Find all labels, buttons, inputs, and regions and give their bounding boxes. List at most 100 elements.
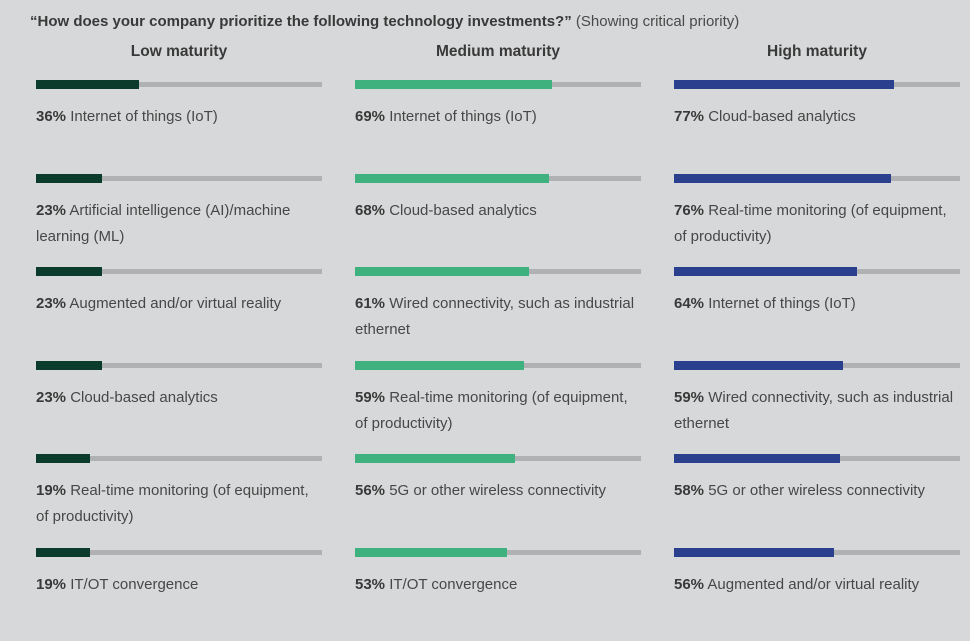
progress-bar [36, 267, 322, 276]
tech-item-pct: 59% [674, 389, 704, 406]
column-header-high: High maturity [674, 43, 960, 61]
tech-item-label: 53% IT/OT convergence [355, 572, 641, 598]
progress-bar-fill [36, 361, 102, 370]
tech-item-row: 59% Real-time monitoring (of equipment, … [355, 361, 641, 455]
tech-item-pct: 36% [36, 108, 66, 125]
progress-bar-fill [355, 174, 549, 183]
tech-item-row: 23% Cloud-based analytics [36, 361, 322, 455]
progress-bar [674, 548, 960, 557]
column-high-maturity: High maturity 77% Cloud-based analytics … [674, 43, 960, 641]
tech-item-pct: 23% [36, 295, 66, 312]
tech-item-label: 59% Wired connectivity, such as industri… [674, 385, 960, 437]
progress-bar [36, 548, 322, 557]
progress-bar [674, 454, 960, 463]
tech-item-row: 19% Real-time monitoring (of equipment, … [36, 454, 322, 548]
tech-item-pct: 53% [355, 576, 385, 593]
column-header-low: Low maturity [36, 43, 322, 61]
tech-item-label: 56% 5G or other wireless connectivity [355, 478, 641, 504]
progress-bar-fill [355, 267, 529, 276]
progress-bar-fill [36, 454, 90, 463]
progress-bar-fill [355, 548, 507, 557]
maturity-columns: Low maturity 36% Internet of things (IoT… [36, 43, 960, 641]
tech-item-label: 77% Cloud-based analytics [674, 104, 960, 130]
progress-bar-fill [355, 361, 524, 370]
progress-bar [674, 361, 960, 370]
tech-item-pct: 19% [36, 482, 66, 499]
progress-bar [355, 80, 641, 89]
tech-item-label: 64% Internet of things (IoT) [674, 291, 960, 317]
progress-bar [36, 174, 322, 183]
progress-bar-fill [355, 454, 515, 463]
progress-bar-fill [36, 80, 139, 89]
tech-item-label: 19% IT/OT convergence [36, 572, 322, 598]
tech-item-label: 36% Internet of things (IoT) [36, 104, 322, 130]
progress-bar [36, 454, 322, 463]
tech-item-row: 69% Internet of things (IoT) [355, 80, 641, 174]
tech-item-row: 59% Wired connectivity, such as industri… [674, 361, 960, 455]
tech-item-pct: 56% [674, 576, 704, 593]
chart-title-question: “How does your company prioritize the fo… [30, 13, 572, 30]
progress-bar [355, 174, 641, 183]
tech-item-row: 76% Real-time monitoring (of equipment, … [674, 174, 960, 268]
tech-item-pct: 64% [674, 295, 704, 312]
progress-bar-fill [36, 267, 102, 276]
column-low-maturity: Low maturity 36% Internet of things (IoT… [36, 43, 322, 641]
tech-item-pct: 69% [355, 108, 385, 125]
tech-item-label: 59% Real-time monitoring (of equipment, … [355, 385, 641, 437]
tech-item-row: 58% 5G or other wireless connectivity [674, 454, 960, 548]
tech-item-label: 56% Augmented and/or virtual reality [674, 572, 960, 598]
tech-item-label: 61% Wired connectivity, such as industri… [355, 291, 641, 343]
progress-bar [674, 267, 960, 276]
tech-item-label: 23% Artificial intelligence (AI)/machine… [36, 198, 322, 250]
tech-item-label: 19% Real-time monitoring (of equipment, … [36, 478, 322, 530]
tech-item-pct: 23% [36, 389, 66, 406]
tech-item-pct: 58% [674, 482, 704, 499]
tech-item-row: 36% Internet of things (IoT) [36, 80, 322, 174]
progress-bar-fill [36, 174, 102, 183]
tech-item-label: 69% Internet of things (IoT) [355, 104, 641, 130]
progress-bar [355, 548, 641, 557]
tech-item-row: 19% IT/OT convergence [36, 548, 322, 641]
progress-bar-fill [674, 267, 857, 276]
tech-item-row: 56% 5G or other wireless connectivity [355, 454, 641, 548]
tech-item-row: 68% Cloud-based analytics [355, 174, 641, 268]
tech-item-pct: 77% [674, 108, 704, 125]
progress-bar-fill [355, 80, 552, 89]
tech-item-pct: 19% [36, 576, 66, 593]
progress-bar-fill [674, 454, 840, 463]
tech-item-pct: 61% [355, 295, 385, 312]
tech-item-label: 23% Augmented and/or virtual reality [36, 291, 322, 317]
progress-bar-fill [36, 548, 90, 557]
tech-item-label: 58% 5G or other wireless connectivity [674, 478, 960, 504]
tech-item-pct: 59% [355, 389, 385, 406]
progress-bar [674, 174, 960, 183]
progress-bar [674, 80, 960, 89]
progress-bar [355, 361, 641, 370]
tech-item-row: 23% Artificial intelligence (AI)/machine… [36, 174, 322, 268]
chart-title: “How does your company prioritize the fo… [0, 0, 970, 31]
tech-item-row: 56% Augmented and/or virtual reality [674, 548, 960, 641]
tech-item-label: 68% Cloud-based analytics [355, 198, 641, 224]
tech-item-label: 23% Cloud-based analytics [36, 385, 322, 411]
chart-title-note: (Showing critical priority) [576, 13, 739, 30]
progress-bar-fill [674, 361, 843, 370]
tech-item-row: 61% Wired connectivity, such as industri… [355, 267, 641, 361]
progress-bar-fill [674, 80, 894, 89]
column-header-medium: Medium maturity [355, 43, 641, 61]
tech-item-row: 77% Cloud-based analytics [674, 80, 960, 174]
progress-bar-fill [674, 548, 834, 557]
tech-item-pct: 56% [355, 482, 385, 499]
progress-bar [355, 267, 641, 276]
tech-item-pct: 23% [36, 202, 66, 219]
tech-item-label: 76% Real-time monitoring (of equipment, … [674, 198, 960, 250]
tech-item-pct: 76% [674, 202, 704, 219]
tech-item-pct: 68% [355, 202, 385, 219]
progress-bar [36, 361, 322, 370]
tech-item-row: 23% Augmented and/or virtual reality [36, 267, 322, 361]
progress-bar [36, 80, 322, 89]
tech-item-row: 53% IT/OT convergence [355, 548, 641, 641]
progress-bar [355, 454, 641, 463]
tech-item-row: 64% Internet of things (IoT) [674, 267, 960, 361]
column-medium-maturity: Medium maturity 69% Internet of things (… [355, 43, 641, 641]
progress-bar-fill [674, 174, 891, 183]
